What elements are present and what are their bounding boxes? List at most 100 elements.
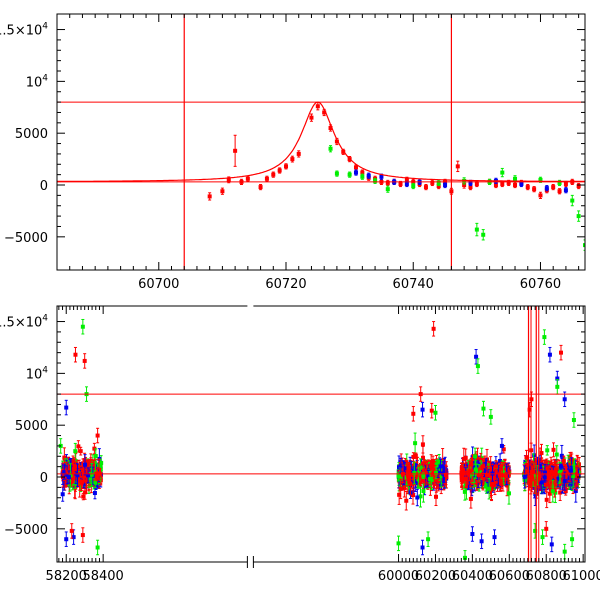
data-point: [430, 179, 435, 187]
marker: [406, 469, 411, 474]
marker: [408, 481, 413, 486]
marker: [430, 180, 435, 185]
marker: [439, 474, 444, 479]
marker: [411, 184, 416, 189]
marker: [347, 172, 352, 177]
marker: [429, 463, 434, 468]
marker: [334, 171, 339, 176]
y-tick-label: 0: [40, 179, 48, 194]
marker: [474, 227, 479, 232]
marker: [86, 473, 91, 478]
data-points: [58, 318, 582, 562]
marker: [563, 181, 568, 186]
marker: [220, 189, 225, 194]
full-lightcurve-panel: −5000050001041.5×10458200584006000060200…: [0, 300, 600, 584]
data-point: [72, 465, 77, 474]
data-point: [413, 452, 418, 459]
marker: [557, 180, 562, 185]
y-tick-label: 1.5×104: [0, 22, 48, 39]
marker: [60, 492, 65, 497]
marker: [481, 232, 486, 237]
marker: [538, 193, 543, 198]
data-point: [538, 191, 543, 199]
marker: [396, 474, 401, 479]
data-point: [557, 188, 562, 195]
data-point: [436, 179, 441, 187]
data-point: [525, 183, 530, 191]
data-point: [411, 485, 416, 505]
marker: [525, 185, 530, 190]
data-point: [415, 488, 420, 507]
data-point: [576, 210, 581, 222]
plot-area: [57, 14, 585, 270]
data-point: [474, 222, 479, 237]
marker: [77, 479, 82, 484]
marker: [404, 498, 409, 503]
marker: [434, 462, 439, 467]
marker: [83, 490, 88, 495]
data-point: [468, 179, 473, 187]
data-point: [434, 466, 439, 480]
marker: [290, 157, 295, 162]
marker: [430, 466, 435, 471]
marker: [398, 181, 403, 186]
data-point: [264, 175, 269, 182]
data-point: [65, 465, 70, 485]
data-point: [413, 432, 418, 454]
marker: [408, 472, 413, 477]
marker: [416, 476, 421, 481]
marker: [420, 442, 425, 447]
data-point: [366, 172, 371, 179]
plot-area: [57, 306, 585, 562]
marker: [360, 174, 365, 179]
data-point: [290, 155, 295, 163]
marker: [519, 181, 524, 186]
marker: [72, 467, 77, 472]
marker: [443, 472, 448, 477]
marker: [407, 466, 412, 471]
marker: [416, 471, 421, 476]
data-point: [86, 467, 91, 484]
marker: [84, 479, 89, 484]
marker: [397, 469, 402, 474]
data-point: [83, 454, 88, 476]
marker: [66, 475, 71, 480]
data-point: [455, 160, 460, 173]
x-tick-label: 60760: [520, 277, 561, 292]
marker: [576, 184, 581, 189]
marker: [284, 164, 289, 169]
x-tick-label: 60700: [138, 277, 179, 292]
data-point: [570, 194, 575, 207]
marker: [468, 180, 473, 185]
marker: [428, 477, 433, 482]
data-point: [71, 472, 76, 484]
marker: [277, 168, 282, 173]
marker: [397, 492, 402, 497]
data-point: [385, 185, 390, 193]
marker: [83, 462, 88, 467]
marker: [411, 493, 416, 498]
data-point: [532, 186, 537, 193]
marker: [404, 181, 409, 186]
marker: [418, 465, 423, 470]
data-point: [271, 171, 276, 178]
marker: [443, 183, 448, 188]
data-point: [277, 167, 282, 174]
data-point: [233, 134, 238, 167]
marker: [385, 180, 390, 185]
data-point: [408, 470, 413, 480]
marker: [419, 475, 424, 480]
marker: [73, 463, 78, 468]
marker: [436, 184, 441, 189]
marker: [468, 185, 473, 190]
data-point: [75, 463, 80, 488]
marker: [544, 186, 549, 191]
marker: [353, 165, 358, 170]
marker: [513, 183, 518, 188]
marker: [315, 104, 320, 109]
marker: [98, 462, 103, 467]
marker: [65, 472, 70, 477]
data-point: [500, 167, 505, 178]
marker: [493, 183, 498, 188]
marker: [413, 441, 418, 446]
